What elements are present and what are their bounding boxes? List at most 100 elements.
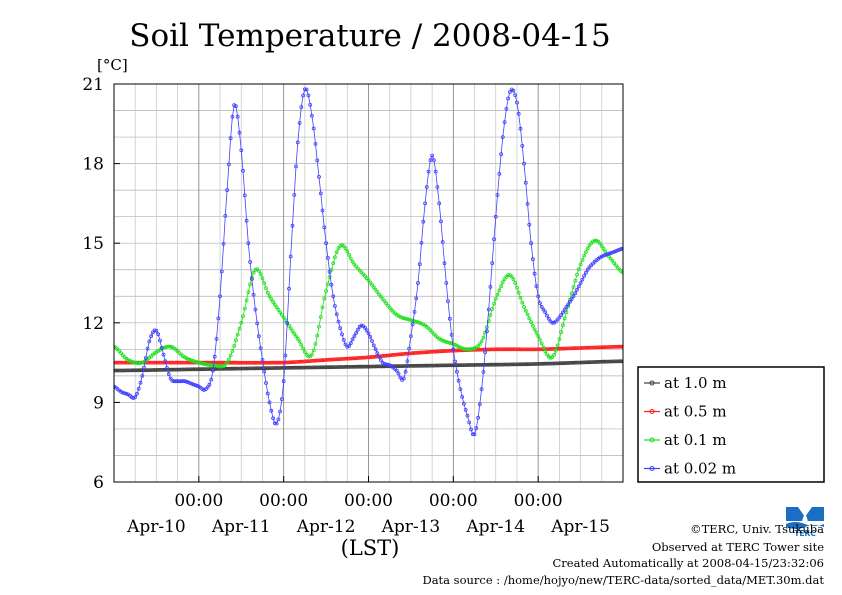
series-point [299,105,304,109]
series-point [439,219,443,224]
series-point [332,365,337,370]
series-point [182,360,187,365]
series-point [393,352,397,357]
series-point [534,330,539,335]
series-point [315,365,320,370]
series-point [317,365,321,370]
series-point [308,365,313,370]
series-point [205,362,210,367]
series-point [179,367,184,372]
series-point [172,360,177,365]
series-point [179,379,184,384]
series-point [589,345,594,350]
x-tick-time-label: 00:00 [429,491,478,511]
series-point [248,360,253,365]
series-point [412,351,417,355]
series-point [502,362,507,367]
series-point [424,185,429,189]
series-point [258,360,263,365]
series-point [327,365,332,370]
series-point [135,368,139,373]
series-point [329,282,334,287]
series-point [138,361,143,365]
series-point [401,316,406,321]
series-point [200,361,205,366]
series-point [368,355,373,360]
series-point [507,347,512,352]
series-point [615,248,620,253]
series-point [271,416,276,421]
series-point [465,363,470,367]
series-point [253,366,258,371]
legend-label: at 0.5 m [664,403,727,421]
series-point [216,316,221,321]
series-point [580,360,585,365]
series-point [340,357,344,361]
series-point [350,364,355,369]
series-point [589,360,594,365]
series-point [453,359,458,364]
series-point [352,334,357,339]
series-point [267,294,272,299]
series-point [474,426,479,431]
series-point [531,323,535,328]
series-point [216,364,221,369]
series-point [150,360,155,365]
series-point [603,253,608,257]
series-point [460,363,465,368]
series-point [472,432,477,437]
series-point [585,246,590,251]
series-point [278,360,283,365]
series-point [403,351,408,356]
series-point [479,339,484,344]
credit-source: Data source : /home/hojyo/new/TERC-data/… [422,573,824,587]
series-point [483,350,488,355]
series-point [165,365,169,370]
series-point [143,368,148,373]
series-point [232,343,237,348]
series-point [559,361,563,366]
legend-swatch-marker [649,466,655,471]
series-point [120,390,125,395]
series-point [288,365,293,370]
series-point [341,365,346,369]
series-point [357,355,362,360]
series-point [561,323,565,328]
series-point [456,363,461,368]
series-point [442,363,447,368]
series-point [612,359,617,364]
series-point [354,331,359,335]
series-point [431,349,436,354]
series-point [281,379,286,384]
series-point [131,360,136,365]
x-axis-ticks: 00:00 00:00 00:00 00:00 00:00 Apr-10 Apr-11 Apr… [126,476,610,537]
series-point [364,355,369,360]
series-point [440,240,445,244]
series-point [416,363,420,368]
series-point [225,366,230,371]
series-point [596,359,601,364]
series-point [212,363,217,368]
series-point [276,417,281,422]
series-point [302,365,307,370]
series-point [454,369,459,374]
series-point [320,208,325,213]
series-point [264,366,268,371]
series-point [416,350,420,355]
series-point [614,359,618,364]
series-point [292,192,297,197]
series-point [366,331,371,336]
series-point [295,365,300,370]
series-point [518,295,523,300]
series-point [546,347,551,352]
series-point [288,360,293,365]
series-point [488,284,493,289]
series-point [564,346,569,351]
series-point [283,365,288,370]
series-point [120,360,125,365]
series-point [525,347,530,352]
series-point [198,361,203,366]
series-point [559,330,563,335]
series-point [370,282,374,287]
series-point [523,308,528,313]
